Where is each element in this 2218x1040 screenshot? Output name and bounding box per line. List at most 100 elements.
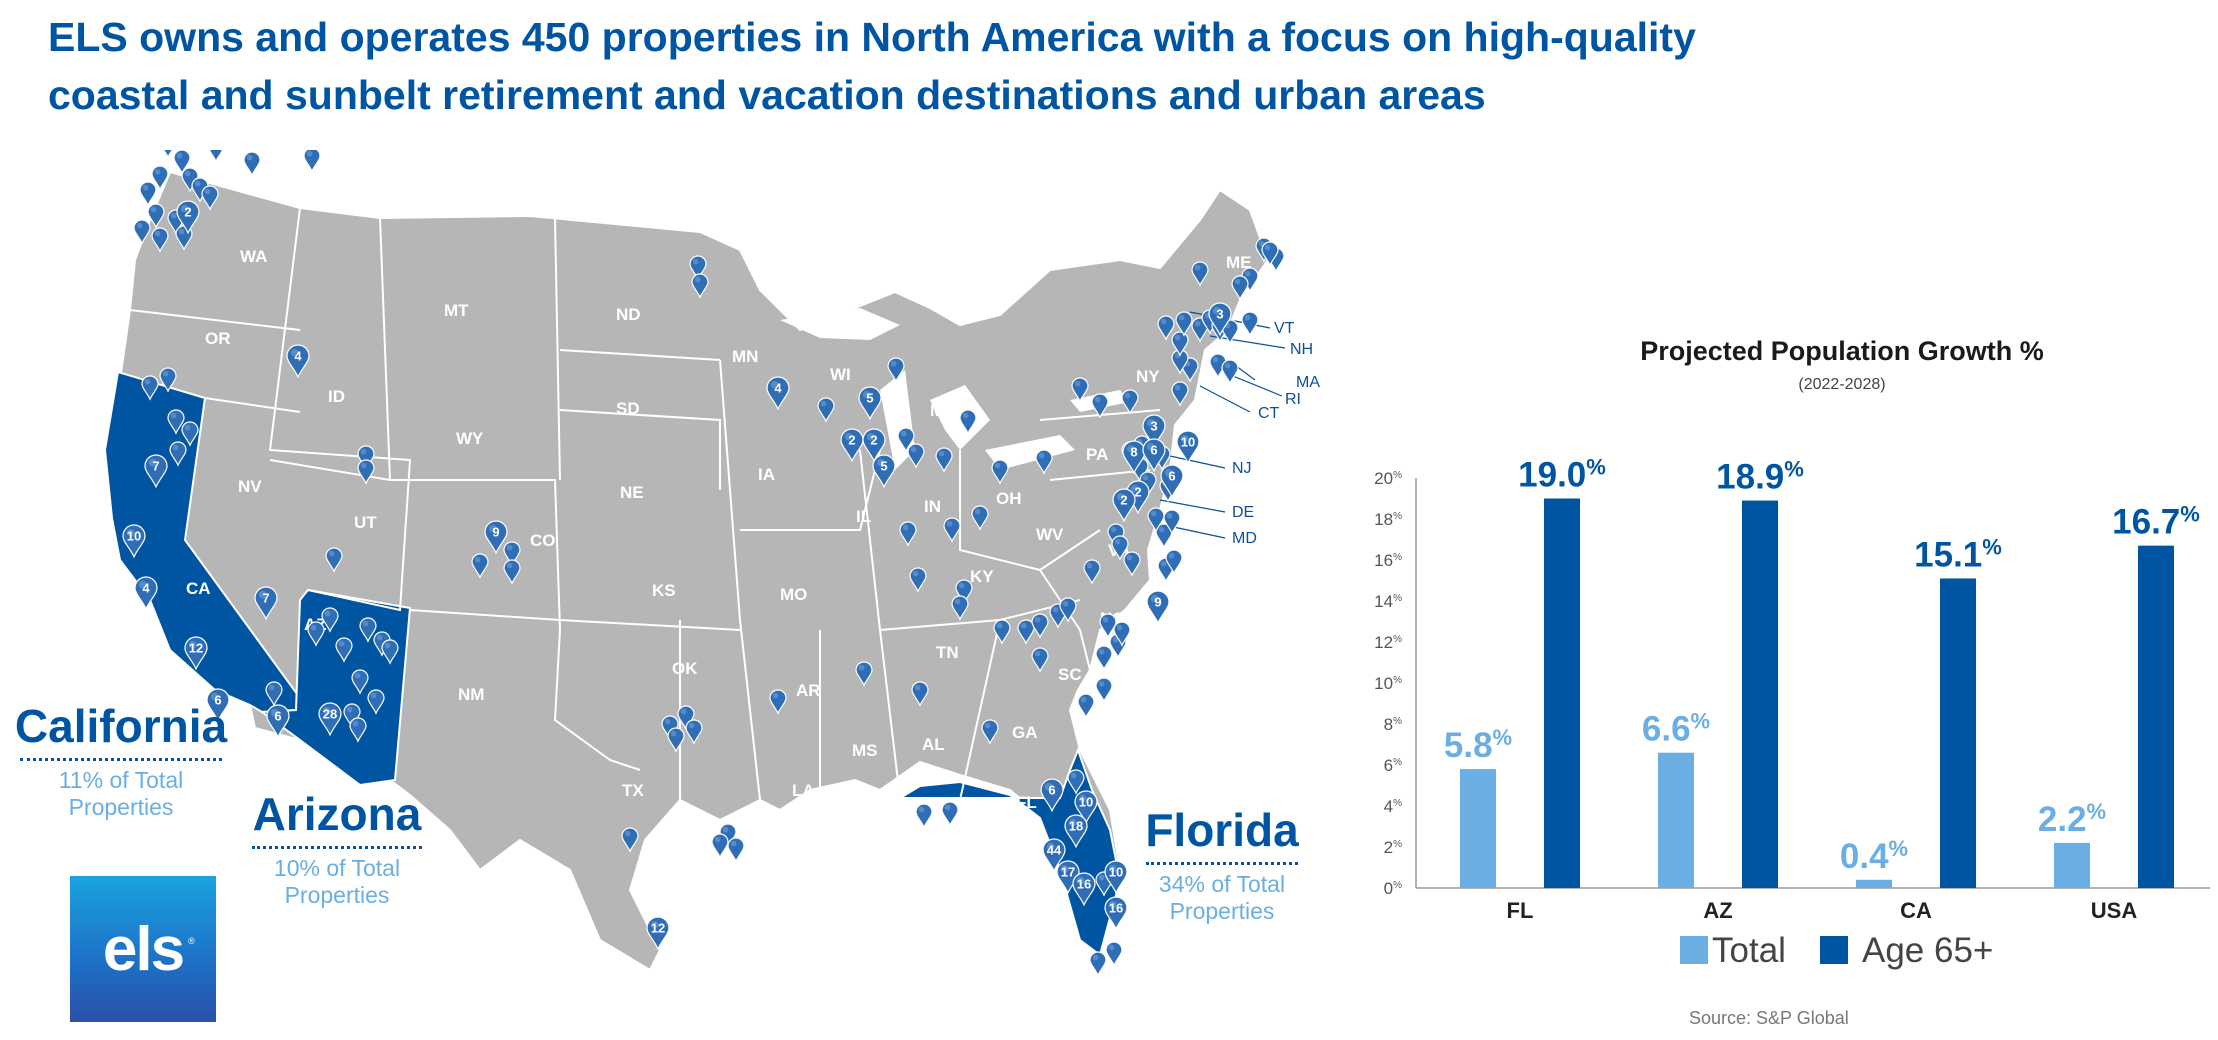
location-pin-icon — [367, 689, 385, 715]
state-label-me: ME — [1226, 253, 1252, 272]
location-pin-count-icon: 6 — [1040, 778, 1064, 813]
location-pin-count-icon: 4 — [134, 576, 158, 611]
bar-value-unit: % — [1691, 709, 1711, 734]
pin-count-label: 28 — [323, 707, 337, 722]
bar-value-label: 0.4% — [1840, 836, 1908, 876]
location-pin-icon — [855, 661, 873, 687]
pin-count-label: 9 — [1154, 595, 1161, 610]
location-pin-icon — [1031, 647, 1049, 673]
us-property-map: WA OR ID MT ND MN WI MI NY ME SD WY NV U… — [103, 150, 1320, 977]
location-pin-icon — [163, 150, 173, 159]
state-label-sc: SC — [1058, 665, 1082, 684]
location-pin-icon — [1105, 941, 1123, 967]
pin-count-label: 6 — [1048, 783, 1055, 798]
state-label-id: ID — [328, 387, 345, 406]
location-pin-icon — [1191, 261, 1209, 287]
state-label-sd: SD — [616, 399, 640, 418]
location-pin-count-icon: 6 — [1160, 464, 1184, 499]
location-pin-icon — [167, 409, 185, 435]
bar-value-label: 19.0% — [1518, 455, 1606, 495]
location-pin-count-icon: 3 — [1142, 414, 1166, 449]
location-pin-icon — [621, 827, 639, 853]
bar — [1940, 578, 1976, 888]
state-label-wi: WI — [830, 365, 851, 384]
location-pin-icon — [147, 203, 165, 229]
location-pin-count-icon: 5 — [872, 454, 896, 489]
callout-divider — [20, 758, 222, 761]
location-pin-icon — [1155, 523, 1173, 549]
chart-title: Projected Population Growth % — [1640, 336, 2044, 366]
state-label-wy: WY — [456, 429, 484, 448]
location-pin-icon — [503, 541, 521, 567]
location-pin-count-icon: 6 — [206, 688, 230, 723]
ne-label-nj: NJ — [1232, 460, 1252, 477]
y-tick-label: 4% — [1384, 797, 1402, 816]
ne-label-vt: VT — [1274, 320, 1295, 337]
callout-state-name: California — [14, 700, 228, 752]
pin-count-label: 4 — [142, 581, 150, 596]
state-label-nd: ND — [616, 305, 641, 324]
location-pin-icon — [357, 459, 375, 485]
location-pin-icon — [1241, 311, 1259, 337]
location-pin-icon — [1067, 769, 1085, 795]
location-pin-icon — [1123, 551, 1141, 577]
logo-wordmark: els — [102, 915, 185, 984]
source-note: Source: S&P Global — [1689, 1008, 1849, 1028]
state-label-nv: NV — [238, 477, 262, 496]
location-pin-icon — [307, 621, 325, 647]
location-pin-icon — [201, 185, 219, 211]
location-pin-icon — [335, 637, 353, 663]
pin-count-label: 3 — [1150, 419, 1157, 434]
x-tick-label: CA — [1900, 898, 1932, 923]
location-pin-icon — [357, 445, 375, 471]
location-pin-icon — [181, 421, 199, 447]
pin-count-label: 10 — [1109, 865, 1123, 880]
y-tick-unit: % — [1393, 511, 1402, 522]
bar — [2138, 545, 2174, 888]
location-pin-icon — [685, 719, 703, 745]
y-tick-label: 8% — [1384, 715, 1402, 734]
y-tick-label: 18% — [1374, 510, 1402, 529]
page-headline: ELS owns and operates 450 properties in … — [48, 14, 1696, 118]
location-pin-icon — [243, 151, 261, 177]
location-pin-icon — [817, 397, 835, 423]
location-pin-count-icon: 10 — [1074, 790, 1098, 825]
location-pin-count-icon: 8 — [1122, 440, 1146, 475]
y-tick-unit: % — [1393, 880, 1402, 891]
callout-divider — [1146, 862, 1298, 865]
location-pin-icon — [1077, 693, 1095, 719]
location-pin-count-icon: 10 — [122, 524, 146, 559]
y-tick-label: 10% — [1374, 674, 1402, 693]
pin-count-label: 2 — [870, 433, 877, 448]
map-land — [103, 170, 1270, 972]
location-pin-icon — [911, 681, 929, 707]
location-pin-icon — [941, 801, 959, 827]
bar-value-unit: % — [2087, 799, 2107, 824]
pin-count-label: 16 — [1077, 877, 1091, 892]
location-pin-icon — [1099, 613, 1117, 639]
location-pin-icon — [159, 367, 177, 393]
location-pin-icon — [897, 427, 915, 453]
callout-share: 10% of Total — [273, 855, 401, 881]
location-pin-icon — [349, 717, 367, 743]
location-pin-icon — [321, 607, 339, 633]
location-pin-count-icon: 4 — [766, 376, 790, 411]
y-tick-label: 20% — [1374, 469, 1402, 488]
state-label-il: IL — [856, 507, 871, 526]
callout-state-name: Florida — [1145, 804, 1299, 856]
callout-divider — [252, 846, 422, 849]
state-label-ny: NY — [1136, 367, 1160, 386]
state-label-ms: MS — [852, 741, 878, 760]
location-pin-icon — [1175, 311, 1193, 337]
location-pin-icon — [1261, 241, 1279, 267]
state-label-ky: KY — [970, 567, 994, 586]
location-pin-icon — [1147, 507, 1165, 533]
y-tick-label: 16% — [1374, 551, 1402, 570]
state-label-ut: UT — [354, 513, 377, 532]
location-pin-icon — [303, 150, 321, 173]
location-pin-count-icon: 2 — [176, 200, 200, 235]
bar-value-label: 16.7% — [2112, 502, 2200, 542]
location-pin-icon — [169, 441, 187, 467]
callout-share: 34% of Total — [1158, 871, 1286, 897]
state-label-or: OR — [205, 329, 231, 348]
